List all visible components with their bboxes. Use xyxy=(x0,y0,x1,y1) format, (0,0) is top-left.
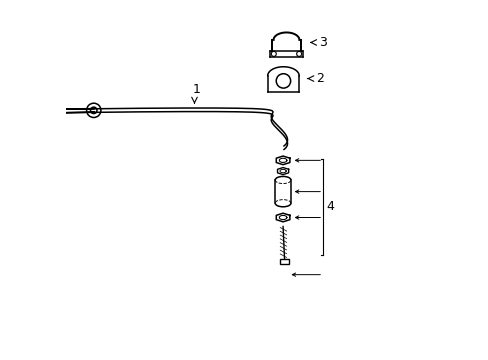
Text: 1: 1 xyxy=(192,83,200,96)
Text: 3: 3 xyxy=(319,36,327,49)
Text: 2: 2 xyxy=(315,72,323,85)
Text: 4: 4 xyxy=(326,200,334,213)
Bar xyxy=(280,258,288,264)
